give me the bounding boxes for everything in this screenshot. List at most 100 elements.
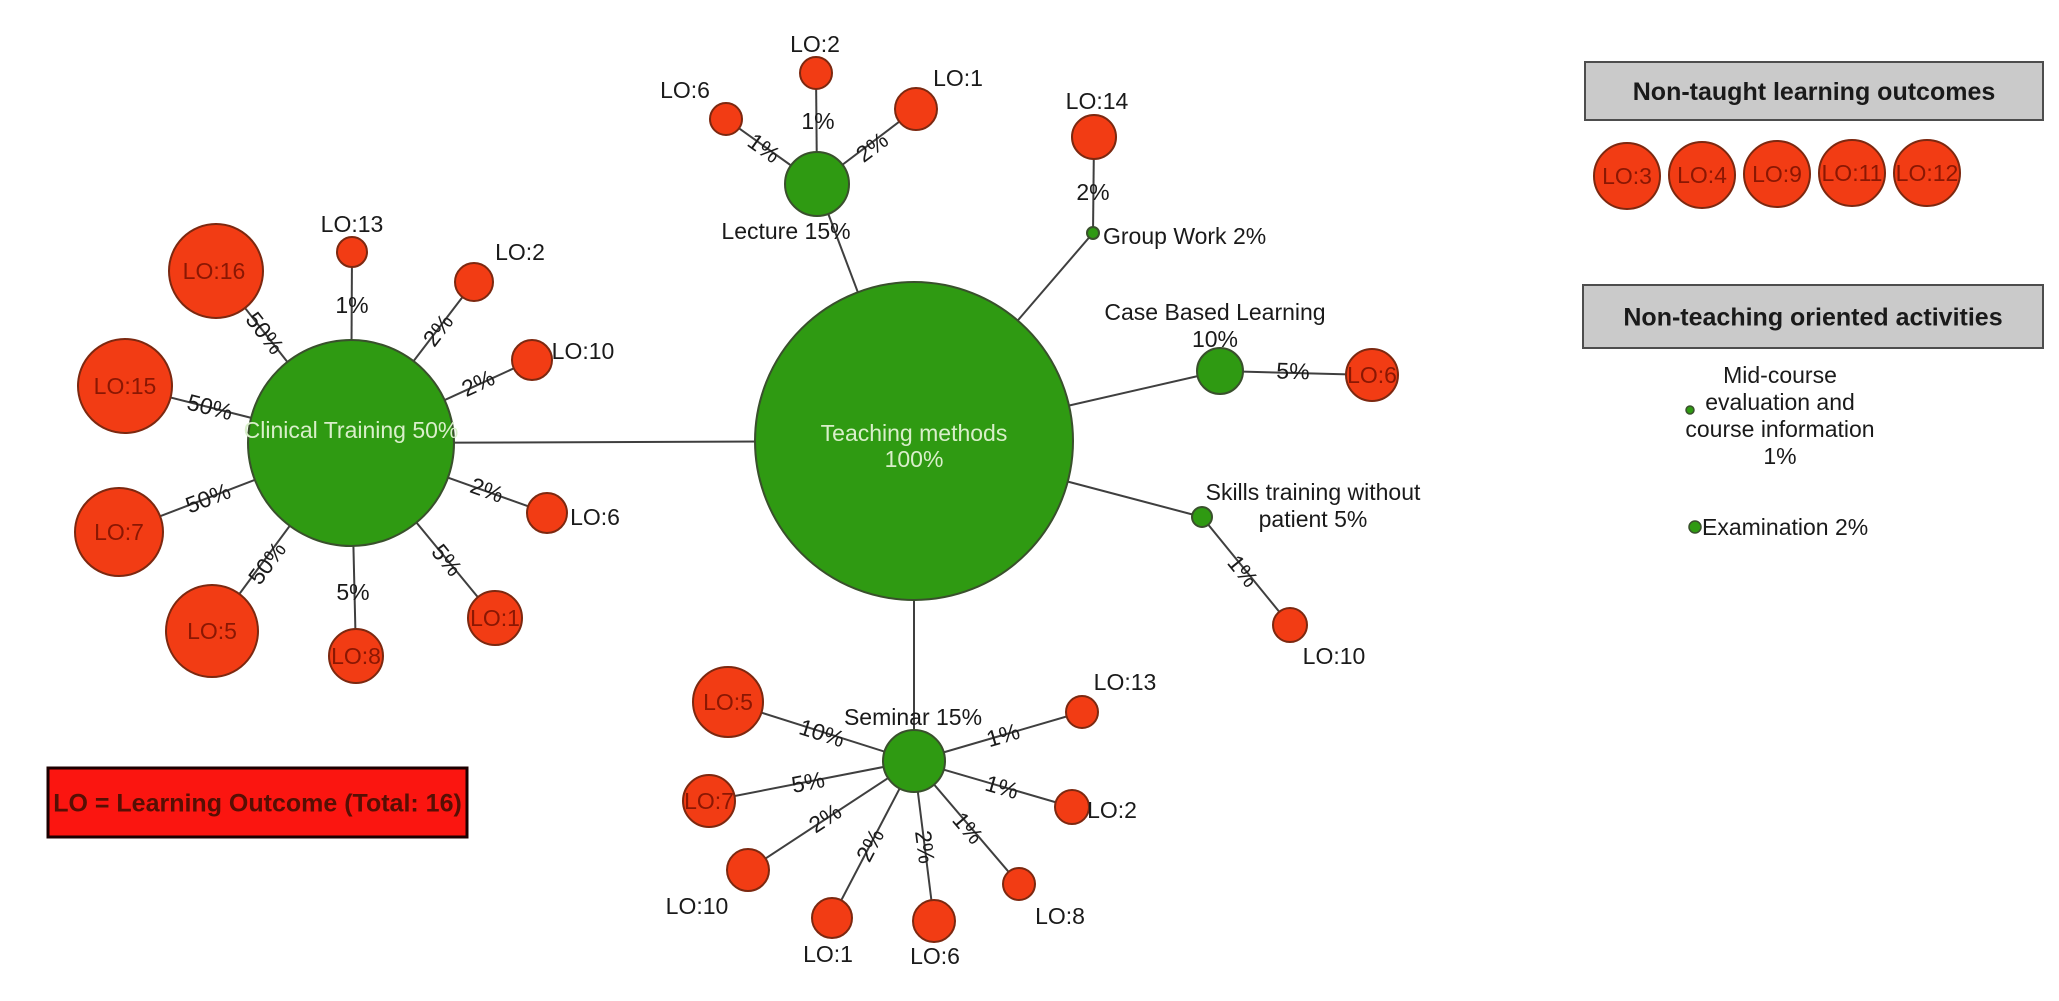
edge-label-seminar-sem-lo10: 2% — [804, 798, 846, 838]
node-sem-lo8 — [1002, 867, 1036, 901]
label-sem-lo2: LO:2 — [1087, 797, 1137, 823]
node-ct-lo1 — [467, 590, 523, 646]
legend-lo-circle-2 — [1668, 141, 1736, 209]
label-ct-lo5: LO:5 — [187, 618, 237, 644]
node-seminar — [882, 729, 946, 793]
label-ct-lo13: LO:13 — [321, 211, 384, 237]
label-ct-lo8: LO:8 — [331, 643, 381, 669]
node-ct-lo5 — [165, 584, 259, 678]
node-lec-lo2 — [799, 56, 833, 90]
legend-lo-label-2: LO:4 — [1677, 162, 1727, 188]
node-ct-lo6 — [526, 492, 568, 534]
node-lec-lo6 — [709, 102, 743, 136]
activity-label-1-line2: evaluation and — [1705, 389, 1855, 415]
label-sem-lo5: LO:5 — [703, 689, 753, 715]
label-clinical: Clinical Training 50% — [244, 417, 459, 443]
label-lecture: Lecture 15% — [721, 218, 850, 244]
edge-seminar-sem-lo10 — [747, 760, 915, 871]
edge-label-seminar-sem-lo1: 2% — [851, 824, 889, 866]
node-ct-lo16 — [168, 223, 264, 319]
node-sk-lo10 — [1272, 607, 1308, 643]
label-teaching-line1: Teaching methods — [821, 420, 1008, 446]
node-groupwork — [1086, 226, 1100, 240]
edge-label-clinical-ct-lo13: 1% — [335, 292, 368, 318]
node-lec-lo1 — [894, 87, 938, 131]
edge-label-seminar-sem-lo6: 2% — [910, 829, 940, 865]
label-sem-lo8: LO:8 — [1035, 903, 1085, 929]
legend-lo-label-3: LO:9 — [1752, 161, 1802, 187]
legend-lo-label-4: LO:11 — [1822, 160, 1883, 186]
label-cbl-line2: 10% — [1192, 326, 1238, 352]
edge-label-clinical-ct-lo2: 2% — [418, 309, 459, 351]
edge-label-seminar-sem-lo5: 10% — [796, 714, 848, 753]
legend-lo-label-1: LO:3 — [1602, 163, 1652, 189]
legend-lo-circle-4 — [1818, 139, 1886, 207]
activity-label-2-line1: Examination 2% — [1702, 514, 1868, 540]
label-cbl-lo6: LO:6 — [1347, 362, 1397, 388]
edge-label-clinical-ct-lo7: 50% — [182, 478, 234, 519]
label-sem-lo10: LO:10 — [666, 893, 729, 919]
edge-label-lecture-lec-lo2: 1% — [801, 108, 834, 134]
lo-abbreviation-note-box — [46, 766, 469, 839]
edge-label-seminar-sem-lo2: 1% — [982, 770, 1021, 804]
node-teaching — [754, 281, 1074, 601]
label-sem-lo7: LO:7 — [684, 788, 734, 814]
node-sem-lo6 — [912, 899, 956, 943]
node-gw-lo14 — [1071, 114, 1117, 160]
label-skills-line1: Skills training without — [1206, 479, 1421, 505]
edge-label-clinical-ct-lo6: 2% — [467, 472, 507, 508]
label-ct-lo10: LO:10 — [552, 338, 615, 364]
label-skills-line2: patient 5% — [1259, 506, 1368, 532]
legend-non-teaching-header: Non-teaching oriented activities — [1623, 304, 2002, 332]
legend-lo-circle-5 — [1893, 139, 1961, 207]
node-ct-lo10 — [511, 339, 553, 381]
activity-label-1-line3: course information — [1685, 416, 1874, 442]
edge-label-clinical-ct-lo15: 50% — [184, 389, 235, 426]
label-lec-lo6: LO:6 — [660, 77, 710, 103]
edge-label-clinical-ct-lo8: 5% — [336, 579, 369, 605]
node-skills — [1191, 506, 1213, 528]
edge-label-lecture-lec-lo1: 2% — [851, 127, 893, 168]
label-ct-lo15: LO:15 — [94, 373, 157, 399]
label-sem-lo1: LO:1 — [803, 941, 853, 967]
edge-label-seminar-sem-lo8: 1% — [947, 807, 988, 849]
label-cbl-line1: Case Based Learning — [1104, 299, 1325, 325]
label-seminar: Seminar 15% — [844, 704, 982, 730]
edge-label-clinical-ct-lo1: 5% — [426, 539, 467, 581]
label-lec-lo2: LO:2 — [790, 31, 840, 57]
node-ct-lo15 — [77, 338, 173, 434]
activity-label-1-line1: Mid-course — [1723, 362, 1837, 388]
edge-label-clinical-ct-lo5: 50% — [243, 537, 291, 589]
edge-label-clinical-ct-lo16: 50% — [241, 307, 290, 359]
edge-label-cbl-cbl-lo6: 5% — [1276, 358, 1310, 385]
node-ct-lo13 — [336, 236, 368, 268]
node-lecture — [784, 151, 850, 217]
legend-lo-circle-1 — [1593, 142, 1661, 210]
node-sem-lo10 — [726, 848, 770, 892]
legend-non-taught-header-box — [1584, 61, 2044, 121]
node-sem-lo5 — [692, 666, 764, 738]
edge-label-groupwork-gw-lo14: 2% — [1076, 179, 1109, 205]
label-lec-lo1: LO:1 — [933, 65, 983, 91]
label-ct-lo7: LO:7 — [94, 519, 144, 545]
legend-lo-label-5: LO:12 — [1896, 160, 1959, 186]
edge-skills-sk-lo10 — [1201, 516, 1291, 626]
lo-abbreviation-note-text: LO = Learning Outcome (Total: 16) — [53, 790, 462, 818]
activity-dot-2 — [1688, 520, 1702, 534]
legend-non-taught-header: Non-taught learning outcomes — [1633, 78, 1996, 106]
node-sem-lo1 — [811, 897, 853, 939]
node-sem-lo2 — [1054, 789, 1090, 825]
node-cbl — [1196, 347, 1244, 395]
node-cbl-lo6 — [1345, 348, 1399, 402]
edge-seminar-sem-lo7 — [708, 760, 915, 802]
node-ct-lo2 — [454, 262, 494, 302]
legend-lo-circle-3 — [1743, 140, 1811, 208]
node-sem-lo7 — [682, 774, 736, 828]
label-ct-lo6: LO:6 — [570, 504, 620, 530]
label-sem-lo13: LO:13 — [1094, 669, 1157, 695]
edge-label-lecture-lec-lo6: 1% — [743, 128, 785, 168]
edge-label-seminar-sem-lo7: 5% — [789, 766, 827, 798]
activity-label-1-line4: 1% — [1763, 443, 1796, 469]
